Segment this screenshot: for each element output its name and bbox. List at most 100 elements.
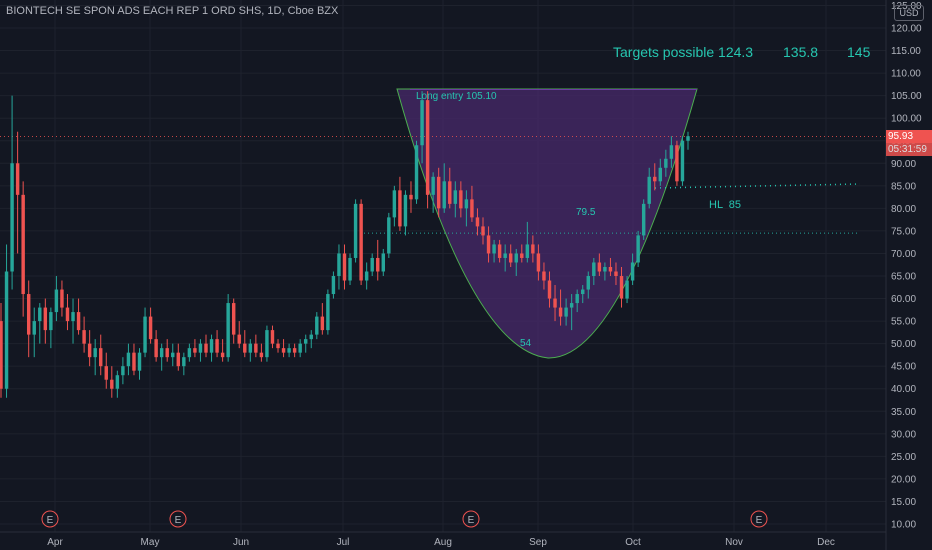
y-tick-label: 45.00 [891,362,916,373]
candle-body [176,352,181,367]
candle-body [508,253,513,263]
candle-body [653,176,657,182]
candle-body [398,190,402,227]
y-tick-label: 50.00 [891,339,916,350]
candle-body [276,343,280,349]
candle-body [71,312,75,322]
candle-body [187,348,192,358]
candle-body [143,316,147,353]
bottom-label: 54 [520,338,532,349]
cup-rim [410,89,697,90]
candle-body [148,316,153,340]
candle-body [608,266,613,272]
candle-body [614,271,618,277]
candle-body [619,276,624,299]
candle-body [680,140,685,182]
y-tick-label: 55.00 [891,317,916,328]
candle-body [630,262,635,281]
y-tick-label: 15.00 [891,497,916,508]
earnings-marker [750,510,768,528]
candle-body [99,348,103,367]
y-tick-label: 80.00 [891,204,916,215]
higher-low-line [654,183,861,189]
candle-body [647,176,651,204]
price-axis[interactable]: 10.00 15.00 20.00 25.00 30.00 35.00 40.00 45.00… [885,0,922,550]
candle-body [553,298,557,308]
candle-body [0,321,3,389]
candle-body [43,307,48,331]
candle-body [115,375,120,389]
x-tick-label: Sep [529,537,547,548]
candle-body [270,330,275,344]
candle-body [32,321,36,335]
candle-body [15,163,20,195]
y-tick-label: 25.00 [891,452,916,463]
candle-body [326,294,330,331]
candle-body [193,348,197,353]
candle-body [664,158,668,168]
candle-body [10,163,14,272]
candle-body [436,176,441,209]
candle-body [403,194,408,227]
candle-body [409,194,413,200]
earnings-marker-label: E [468,515,475,526]
y-tick-label: 125.00 [891,1,922,12]
earnings-marker [169,510,187,528]
y-tick-label: 120.00 [891,24,922,35]
candle-body [231,303,236,335]
candle-body [542,271,546,281]
earnings-marker [41,510,59,528]
annotations: Targets possible 124.3 135.8 145 Long en… [416,44,871,349]
x-tick-label: Dec [817,537,835,548]
y-tick-label: 85.00 [891,181,916,192]
candle-body [342,253,347,281]
candle-body [4,271,9,389]
y-tick-label: 70.00 [891,249,916,260]
candle-body [392,190,397,218]
candle-body [581,289,585,295]
candle-body [514,253,518,263]
earnings-marker-label: E [756,515,763,526]
candle-body [636,235,640,263]
candle-body [625,280,629,299]
candle-body [315,316,319,335]
candle-body [215,339,219,353]
y-tick-label: 10.00 [891,520,916,531]
candle-body [675,145,679,182]
candle-body [132,352,136,371]
long-entry-label: Long entry 105.10 [416,91,497,102]
target-2: 135.8 [783,44,818,60]
candle-body [547,280,552,299]
candle-body [470,199,474,218]
candle-body [121,366,125,376]
time-axis[interactable]: Apr May Jun Jul Aug Sep Oct Nov Dec [0,531,886,548]
candle-body [38,307,42,322]
candle-body [686,136,690,141]
candle-body [281,348,286,353]
candle-body [431,176,435,195]
candle-body [448,181,452,204]
candle-body [564,307,568,317]
candle-body [287,348,291,353]
candle-body [220,352,225,358]
candle-body [658,167,663,182]
candle-body [248,343,253,353]
candle-body [481,226,485,236]
candle-body [93,348,97,358]
candle-body [243,343,247,353]
y-tick-label: 65.00 [891,272,916,283]
candle-body [259,352,264,358]
candle-body [320,316,325,331]
y-tick-label: 90.00 [891,159,916,170]
y-tick-label: 20.00 [891,474,916,485]
candle-body [254,343,258,353]
candle-body [309,334,313,340]
candle-body [154,339,158,358]
candle-body [198,343,203,353]
currency-button[interactable]: USD [894,5,924,21]
y-tick-label: 35.00 [891,407,916,418]
candle-body [387,217,391,254]
candle-body [586,276,590,290]
